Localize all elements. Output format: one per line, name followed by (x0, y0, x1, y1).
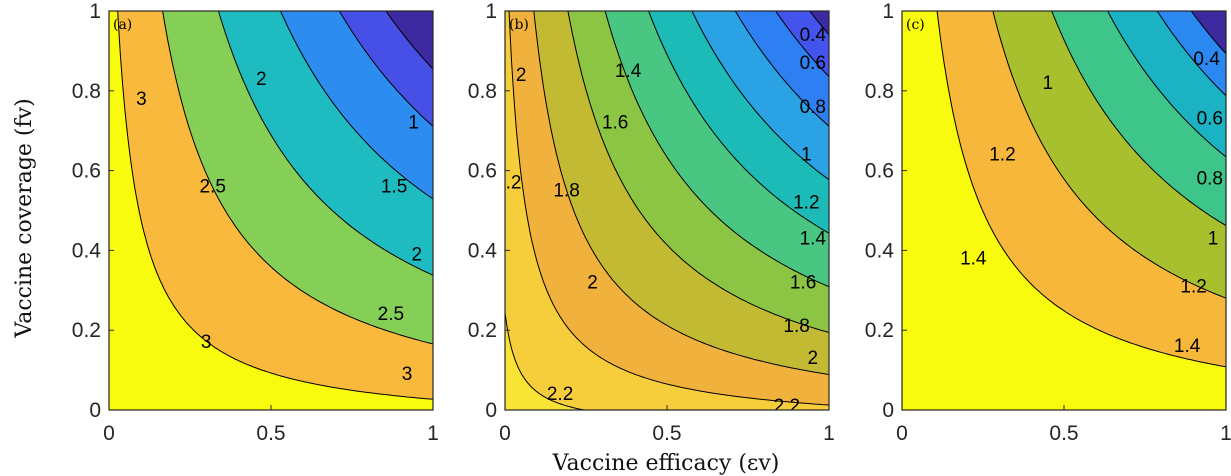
contour-line (1107, 11, 1226, 158)
panel-label: (b) (509, 17, 529, 33)
contour-label: 2.2 (495, 173, 521, 194)
contour-label: 3 (136, 89, 147, 110)
contour-label: 0.8 (1197, 169, 1223, 190)
y-tick-label: 1 (882, 0, 894, 23)
contour-line (1051, 11, 1226, 227)
x-tick-label: 1 (1220, 422, 1231, 445)
contour-label: 1.4 (800, 228, 827, 249)
contour-label: 2 (412, 244, 423, 265)
contour-band (1191, 11, 1226, 54)
contour-label: 3 (201, 332, 212, 353)
y-axis-label: Vaccine coverage (fv) (12, 98, 37, 338)
x-axis-label: Vaccine efficacy (εv) (552, 451, 780, 476)
contour-band (385, 11, 433, 70)
contour-label: 1.2 (1180, 276, 1206, 297)
contour-label: 2.5 (199, 177, 225, 198)
x-tick-label: 0 (103, 422, 115, 445)
contour-label: 1.8 (553, 181, 579, 202)
contour-label: 2 (587, 272, 598, 293)
contour-label: 3 (402, 364, 413, 385)
contour-label: 1.4 (960, 248, 987, 269)
contour-line (508, 11, 829, 406)
contour-line (505, 308, 587, 410)
contour-label: 1 (801, 145, 812, 166)
contour-line (217, 11, 433, 276)
contour-label: 1.2 (989, 145, 1015, 166)
contour-label: 0.6 (800, 53, 826, 74)
contour-label: 1 (1043, 73, 1054, 94)
contour-line (162, 11, 433, 345)
y-tick-label: 0.6 (865, 160, 894, 183)
contour-line (691, 11, 829, 181)
contour-label: 1 (1208, 228, 1219, 249)
contour-label: 2 (808, 348, 819, 369)
contour-label: 0.8 (800, 97, 826, 118)
contour-label: 1.5 (381, 177, 407, 198)
y-tick-label: 0.4 (468, 239, 498, 262)
y-tick-label: 0.6 (468, 160, 497, 183)
contour-line (117, 11, 433, 400)
panel-b: 2 2.2 1.8 1.6 1.4 2 1.8 1.6 1.4 1.2 1 0.8 0.6 0.4 2.2 2… (468, 0, 835, 445)
contour-label: 2.5 (378, 304, 404, 325)
panel-label: (a) (113, 17, 132, 33)
contour-line (338, 11, 433, 127)
y-tick-label: 0.8 (468, 80, 497, 103)
y-tick-label: 0.8 (72, 80, 101, 103)
contour-label: 0.4 (1193, 49, 1220, 70)
y-tick-label: 0.8 (865, 80, 894, 103)
x-tick-label: 0 (896, 422, 908, 445)
y-tick-label: 0 (89, 399, 101, 422)
contour-line (279, 11, 433, 200)
contour-label: 2 (516, 65, 527, 86)
contour-label: 0.6 (1197, 109, 1223, 130)
panel-c: 1.4 1.2 1 1.2 1.4 1 0.8 0.6 0.4 (c) 0 0.5 1 0 0.2 0.4 0.… (865, 0, 1231, 445)
contour-label: 1.8 (783, 316, 809, 337)
y-tick-label: 1 (89, 0, 101, 23)
contour-label: 1 (408, 113, 419, 134)
contour-line (533, 11, 829, 375)
contour-line (936, 11, 1226, 368)
y-tick-label: 0.6 (72, 160, 101, 183)
x-tick-label: 0.5 (1049, 422, 1078, 445)
y-tick-label: 0.2 (865, 319, 894, 342)
contour-label: 2 (256, 69, 267, 90)
contour-line (734, 11, 829, 127)
x-tick-label: 0 (499, 422, 511, 445)
contour-band (775, 11, 829, 77)
x-tick-label: 0.5 (256, 422, 285, 445)
panel-a: 3 2.5 2 1.5 1 3 2.5 2 3 (a) 0 0.5 1 0 0.2 0.4 0.6 0.8 1 (72, 0, 439, 445)
contour-label: 1.2 (793, 193, 819, 214)
x-tick-label: 0.5 (652, 422, 681, 445)
contour-line (1156, 11, 1226, 97)
contour-line (648, 11, 829, 234)
contour-label: 2.2 (547, 384, 573, 405)
y-tick-label: 1 (485, 0, 497, 23)
x-tick-label: 1 (823, 422, 835, 445)
contour-label: 1.6 (602, 113, 628, 134)
y-tick-label: 0.2 (468, 319, 497, 342)
x-tick-label: 1 (427, 422, 439, 445)
contour-label: 2.2 (774, 396, 800, 417)
y-tick-label: 0.4 (72, 239, 102, 262)
contour-line (604, 11, 829, 288)
y-tick-label: 0.2 (72, 319, 101, 342)
contour-line (992, 11, 1226, 299)
panel-label: (c) (906, 17, 925, 33)
y-tick-label: 0 (882, 399, 894, 422)
contour-line (567, 11, 829, 334)
contour-label: 0.4 (800, 25, 827, 46)
y-tick-label: 0 (485, 399, 497, 422)
y-tick-label: 0.4 (865, 239, 895, 262)
contour-label: 1.6 (790, 272, 816, 293)
contour-label: 1.4 (1174, 336, 1201, 357)
contour-label: 1.4 (615, 61, 642, 82)
